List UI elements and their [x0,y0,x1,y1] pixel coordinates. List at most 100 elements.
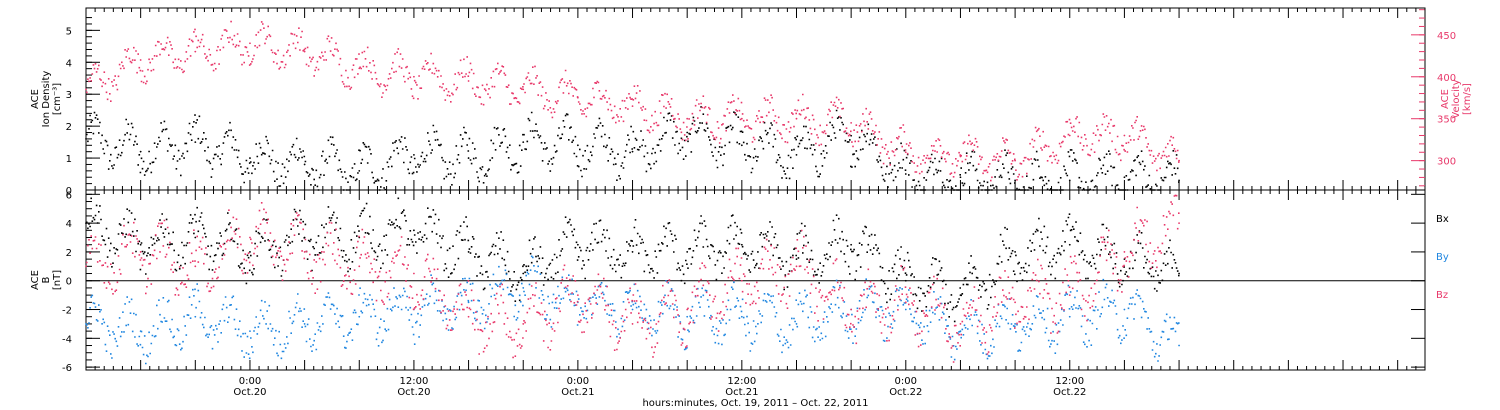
b-tick-label: -4 [62,334,72,345]
b-tick-label: 4 [66,219,72,230]
bx-point [413,229,415,232]
velocity-point [686,117,689,120]
axis-label-line: [km/s] [1462,83,1473,115]
bx-point [467,251,470,253]
bx-point [1014,251,1017,253]
by-point [631,308,634,311]
ion-density-point [850,134,853,137]
ion-density-point [904,173,907,175]
ion-density-point [686,131,689,134]
bx-point [1068,243,1071,246]
ion-density-point [85,138,87,140]
legend-bx: Bx [1436,214,1449,225]
legend-by: By [1436,252,1449,263]
density-tick-label: 1 [66,154,72,165]
x-tick-sublabel: Oct.22 [889,387,922,398]
bx-point [959,294,962,297]
velocity-point [139,59,142,61]
bx-point [740,243,743,246]
b-tick-label: 0 [66,277,72,288]
velocity-point [303,50,306,53]
bz-point [1123,251,1126,253]
velocity-tick-label: 300 [1437,157,1456,168]
velocity-tick-label: 400 [1437,73,1456,84]
axis-label-line: Ion Density [41,71,52,128]
x-axis-label: hours:minutes, Oct. 19, 2011 – Oct. 22, … [642,398,868,409]
by-point [740,315,743,318]
by-point [1178,344,1180,347]
velocity-point [740,117,743,120]
density-tick-label: 3 [66,90,72,101]
ion-density-point [740,144,743,147]
axis-label-line: [nT] [52,270,63,290]
bz-point [303,251,306,253]
x-tick-label: 0:00 [239,376,261,387]
by-point [303,323,306,325]
x-tick-sublabel: Oct.21 [561,387,594,398]
b-tick-label: -2 [62,306,72,317]
bx-point [522,272,525,275]
density-tick-label: 4 [66,58,72,69]
ion-density-point [358,169,361,172]
bx-point [631,251,634,253]
x-tick-sublabel: Oct.20 [397,387,430,398]
bz-point [1178,222,1180,225]
by-point [249,330,251,333]
bz-point [1014,301,1017,304]
velocity-tick-label: 450 [1437,31,1456,42]
by-point [139,330,142,333]
ion-density-point [1178,179,1180,182]
velocity-point [631,105,634,108]
bz-point [358,265,361,268]
by-point [1068,315,1071,318]
by-point [194,315,197,318]
velocity-point [194,50,197,53]
bz-point [467,315,470,318]
bz-point [194,265,197,268]
bz-point [959,323,962,325]
bz-points [86,194,1180,363]
by-point [904,308,907,311]
ion-density-point [413,153,415,156]
velocity-point [576,96,579,99]
axis-label-line: [cm⁻³] [52,83,63,115]
bx-point [850,243,853,246]
top-panel-frame [85,7,1426,191]
b-tick-label: 6 [66,190,72,201]
axis-label-line: Velocity [1451,79,1462,118]
axis-label-line: ACE [30,89,41,109]
by-point [686,315,689,318]
velocity-point [85,88,87,91]
bx-point [303,236,306,239]
axis-label-line: ACE [1440,89,1451,109]
axis-label-line: ACE [30,270,41,290]
x-tick-label: 0:00 [895,376,917,387]
bx-point [576,243,579,246]
bz-point [522,323,525,325]
ion-density-point [467,157,470,159]
velocity-points [86,20,1180,182]
ion-density-point [631,150,634,153]
ion-density-point [1123,176,1126,179]
b-tick-label: -6 [62,363,72,374]
bz-point [85,265,87,268]
by-point [522,287,525,289]
ion-density-point [1068,179,1071,182]
velocity-point [1123,134,1126,137]
velocity-point [413,75,415,78]
velocity-point [959,155,962,158]
ion-density-point [795,153,798,156]
bz-point [795,265,798,268]
bx-point [686,251,689,253]
bx-point [249,251,251,253]
x-tick-sublabel: Oct.21 [725,387,758,398]
by-point [467,301,470,304]
velocity-tick-label: 350 [1437,115,1456,126]
by-point [1014,323,1017,325]
bx-point [795,258,798,261]
bx-point [139,243,142,246]
x-tick-label: 0:00 [567,376,589,387]
density-tick-label: 5 [66,26,72,37]
x-tick-sublabel: Oct.20 [233,387,266,398]
